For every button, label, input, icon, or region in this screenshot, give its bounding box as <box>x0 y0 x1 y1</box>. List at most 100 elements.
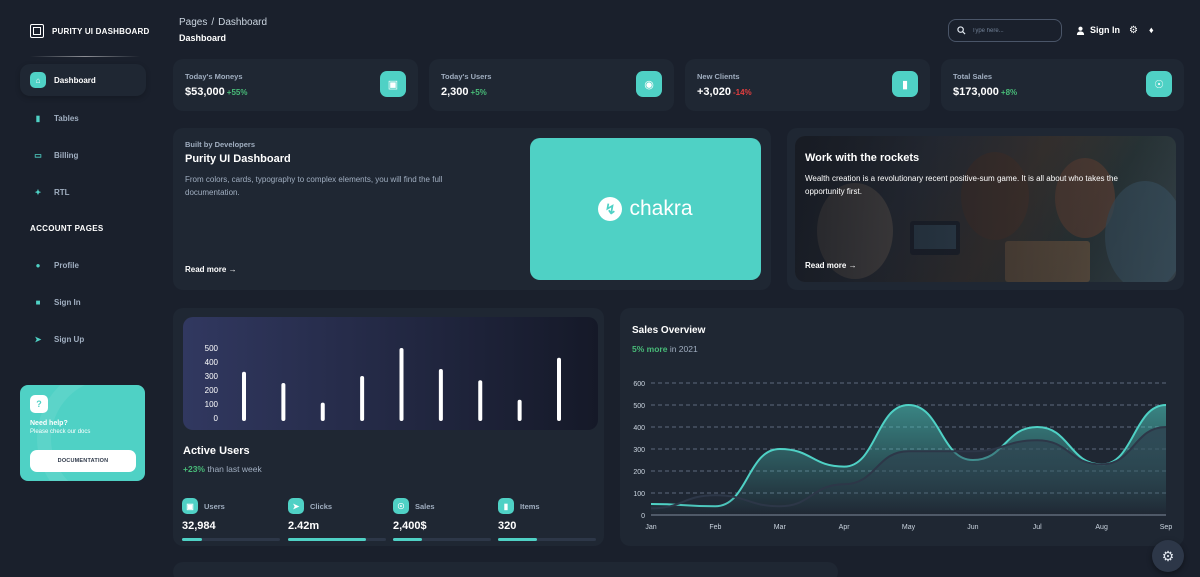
area-chart: 0 100 200 300 400 500 600 Jan Feb Mar Apr May Jun Jul… <box>633 381 1172 531</box>
promo-title: Purity UI Dashboard <box>185 153 291 165</box>
chakra-logo: ↯ chakra <box>530 138 761 280</box>
bar-chart-panel: 0 100 200 300 400 500 <box>183 317 598 430</box>
active-users-subtitle: +23% than last week <box>183 464 262 474</box>
x-tick-label: Jun <box>967 524 978 531</box>
stat-change: +55% <box>226 88 248 97</box>
stat-number: $173,000 <box>953 86 999 98</box>
metric-progress <box>498 538 596 541</box>
settings-fab[interactable]: ⚙ <box>1152 540 1184 572</box>
metric-progress <box>393 538 491 541</box>
metric-items: ▮ Items 320 <box>498 498 598 541</box>
page-title: Dashboard <box>179 33 227 43</box>
metric-label: Clicks <box>310 501 333 511</box>
question-icon: ? <box>30 395 48 413</box>
read-more-label: Read more <box>185 265 227 274</box>
active-users-card: 0 100 200 300 400 500 Active Users +23% than … <box>173 308 604 546</box>
y-tick-label: 300 <box>205 372 219 381</box>
metric-users: ▣ Users 32,984 <box>182 498 282 541</box>
rockets-title: Work with the rockets <box>805 152 920 164</box>
sidebar-item-billing[interactable]: ▭ Billing <box>20 139 146 171</box>
sidebar-item-profile[interactable]: ● Profile <box>20 249 146 281</box>
breadcrumb-current: Dashboard <box>218 17 268 28</box>
person-icon <box>1076 26 1085 35</box>
x-tick-label: Aug <box>1095 524 1108 531</box>
active-users-suffix: than last week <box>207 464 262 474</box>
bar <box>281 383 286 421</box>
help-subtitle: Please check our docs <box>30 429 91 435</box>
sidebar-item-label: Billing <box>54 150 79 160</box>
read-more-link[interactable]: Read more → <box>805 261 857 270</box>
metric-label: Items <box>520 501 540 511</box>
stat-label: New Clients <box>697 72 740 81</box>
gear-icon[interactable]: ⚙ <box>1129 25 1138 36</box>
active-users-change: +23% <box>183 464 205 474</box>
cart-icon: ☉ <box>393 498 409 514</box>
sidebar-item-signin[interactable]: ■ Sign In <box>20 286 146 318</box>
stat-label: Total Sales <box>953 72 993 81</box>
y-tick-label: 100 <box>205 400 219 409</box>
help-title: Need help? <box>30 420 68 427</box>
sidebar-item-rtl[interactable]: ✦ RTL <box>20 176 146 208</box>
signin-label: Sign In <box>1090 25 1120 35</box>
search-icon <box>957 26 966 35</box>
bar <box>242 371 246 421</box>
stat-card-clients: New Clients +3,020 -14% ▮ <box>685 59 930 111</box>
bar <box>517 399 522 421</box>
promo-card: Built by Developers Purity UI Dashboard … <box>173 128 771 290</box>
metric-progress-fill <box>182 538 202 541</box>
read-more-link[interactable]: Read more → <box>185 265 237 274</box>
rockets-card: Work with the rockets Wealth creation is… <box>787 128 1184 290</box>
arrow-right-icon: → <box>228 265 237 274</box>
stat-value: $173,000 +8% <box>953 86 1017 98</box>
stat-label: Today's Moneys <box>185 72 243 81</box>
brand[interactable]: PURITY UI DASHBOARD <box>30 24 149 38</box>
metric-progress-fill <box>498 538 538 541</box>
breadcrumb-root[interactable]: Pages <box>179 17 208 28</box>
signin-link[interactable]: Sign In <box>1076 25 1120 35</box>
sidebar-item-label: Dashboard <box>54 75 96 85</box>
sidebar: PURITY UI DASHBOARD ⌂ Dashboard ▮ Tables… <box>0 0 165 577</box>
x-tick-label: Mar <box>774 524 787 531</box>
bar <box>320 402 325 421</box>
sidebar-item-signup[interactable]: ➤ Sign Up <box>20 323 146 355</box>
stat-number: $53,000 <box>185 86 225 98</box>
bell-icon[interactable]: ♦ <box>1149 25 1154 35</box>
arrow-right-icon: → <box>848 261 857 270</box>
documentation-button[interactable]: DOCUMENTATION <box>30 450 136 472</box>
team-photo: Work with the rockets Wealth creation is… <box>795 136 1176 282</box>
y-tick-label: 0 <box>641 513 645 520</box>
photo-overlay <box>795 136 1176 282</box>
stat-card-moneys: Today's Moneys $53,000 +55% ▣ <box>173 59 418 111</box>
x-tick-label: Jan <box>645 524 656 531</box>
read-more-label: Read more <box>805 261 847 270</box>
credit-card-icon: ▭ <box>34 150 42 160</box>
breadcrumb-separator: / <box>211 17 215 28</box>
chakra-logo-text: chakra <box>629 197 693 220</box>
sales-overview-card: Sales Overview 5% more in 2021 0 100 200 30… <box>620 308 1184 546</box>
search-box[interactable] <box>948 19 1062 42</box>
metric-progress <box>182 538 280 541</box>
bar <box>438 369 443 421</box>
wrench-icon: ✦ <box>34 187 42 197</box>
metric-progress-fill <box>288 538 367 541</box>
stat-number: 2,300 <box>441 86 469 98</box>
sidebar-item-tables[interactable]: ▮ Tables <box>20 102 146 134</box>
sidebar-item-label: Profile <box>54 260 79 270</box>
metric-clicks: ➤ Clicks 2.42m <box>288 498 388 541</box>
bar <box>557 357 561 421</box>
stats-icon: ▮ <box>35 113 41 123</box>
globe-icon: ◉ <box>636 71 662 97</box>
sidebar-item-label: Tables <box>54 113 79 123</box>
x-tick-label: May <box>902 524 916 531</box>
sidebar-item-dashboard[interactable]: ⌂ Dashboard <box>20 64 146 96</box>
sales-overview-change: 5% more <box>632 344 668 354</box>
bolt-icon: ↯ <box>598 197 623 221</box>
rockets-description: Wealth creation is a revolutionary recen… <box>805 174 1118 196</box>
x-tick-label: Apr <box>839 524 851 531</box>
stats-icon: ▮ <box>498 498 514 514</box>
sidebar-item-label: Sign Up <box>54 334 85 344</box>
search-input[interactable] <box>972 27 1052 34</box>
wallet-icon: ▣ <box>380 71 406 97</box>
stat-change: +5% <box>470 88 487 97</box>
person-icon: ● <box>35 260 41 270</box>
